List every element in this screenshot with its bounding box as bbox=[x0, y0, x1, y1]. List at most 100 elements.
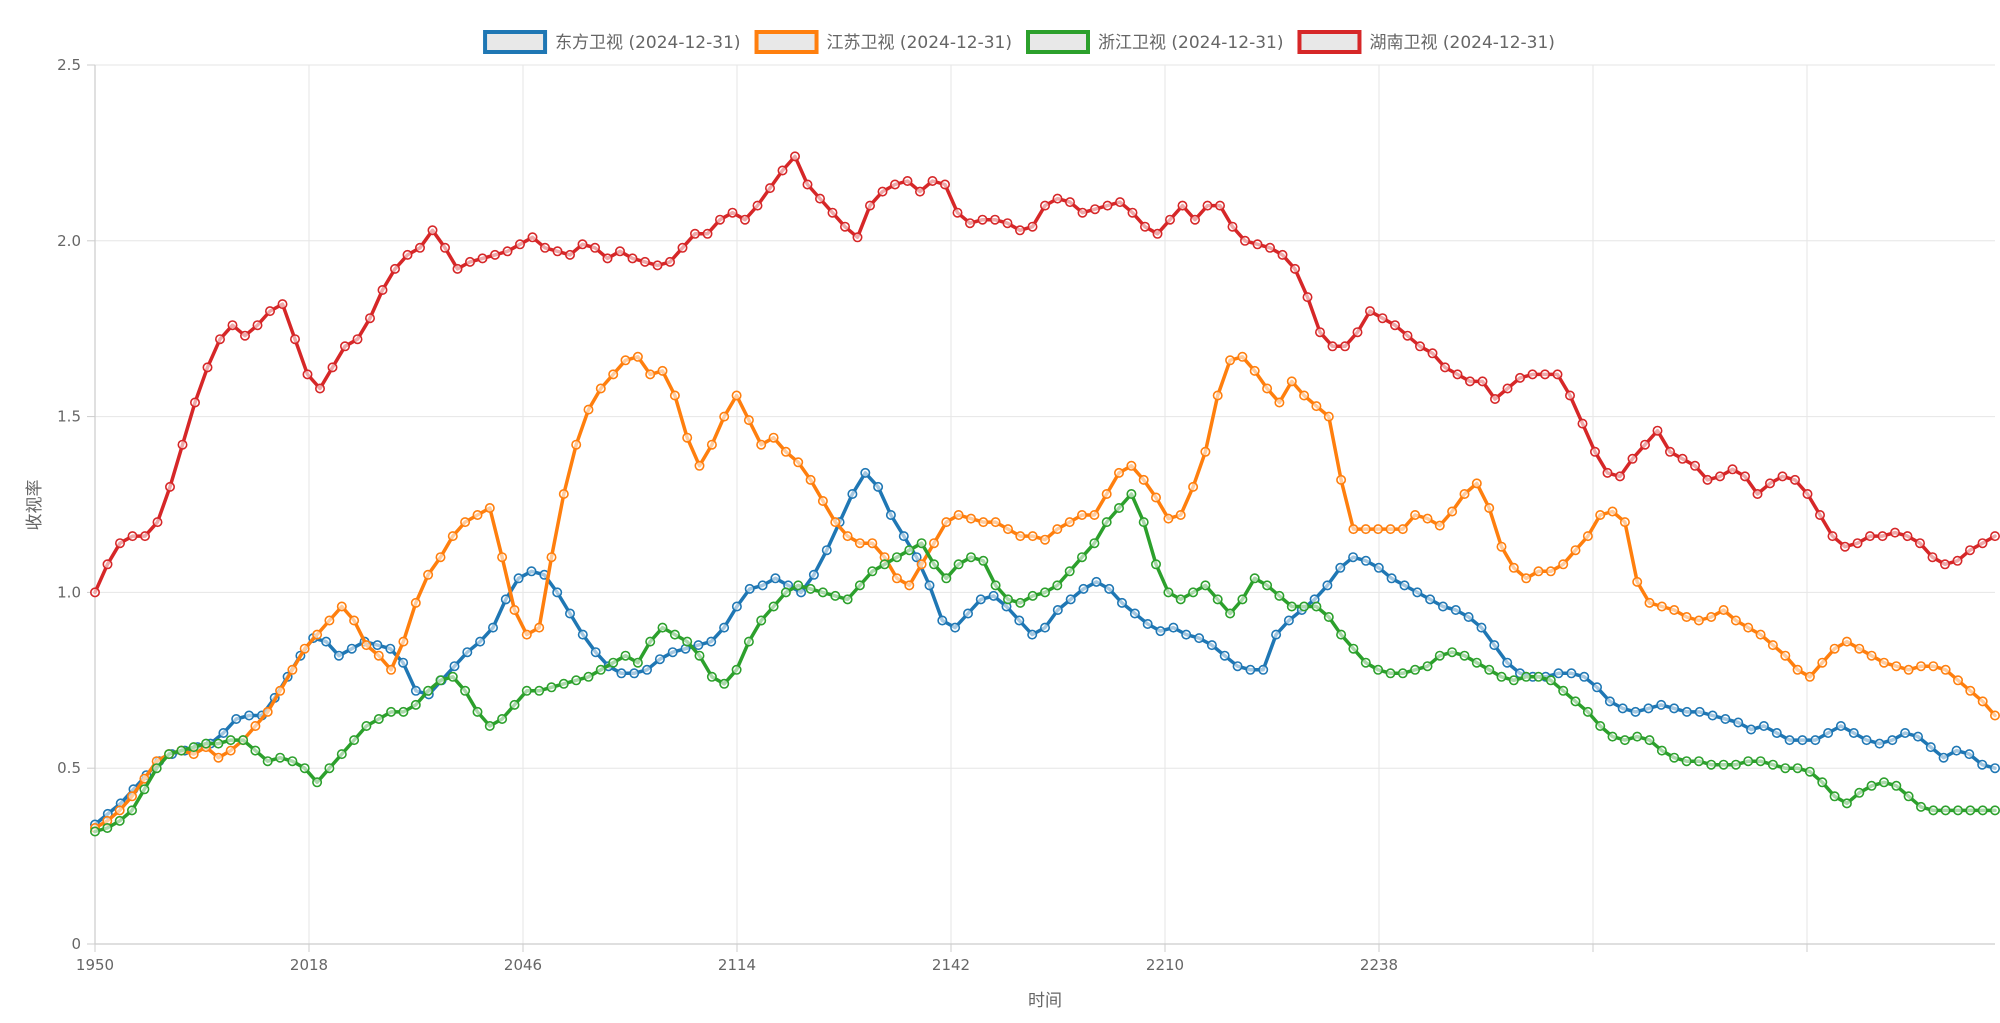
data-point bbox=[1835, 720, 1846, 731]
data-point bbox=[873, 481, 884, 492]
data-point bbox=[1181, 629, 1192, 640]
data-point bbox=[1252, 239, 1263, 250]
data-point bbox=[1718, 759, 1729, 770]
data-point bbox=[1027, 531, 1038, 542]
data-point bbox=[885, 509, 896, 520]
data-point bbox=[410, 699, 421, 710]
data-point bbox=[127, 531, 138, 542]
data-point bbox=[1804, 671, 1815, 682]
legend[interactable]: 东方卫视 (2024-12-31) 江苏卫视 (2024-12-31) 浙江卫视 (… bbox=[483, 30, 1555, 54]
data-point bbox=[336, 601, 347, 612]
data-point bbox=[842, 531, 853, 542]
data-point bbox=[939, 179, 950, 190]
data-point bbox=[275, 752, 286, 763]
data-point bbox=[115, 538, 126, 549]
data-point bbox=[1903, 791, 1914, 802]
y-tick-label: 1.0 bbox=[57, 583, 81, 601]
data-point bbox=[1114, 467, 1125, 478]
data-point bbox=[706, 636, 717, 647]
data-point bbox=[1558, 685, 1569, 696]
data-point bbox=[1508, 562, 1519, 573]
data-point bbox=[484, 720, 495, 731]
data-point bbox=[1434, 650, 1445, 661]
data-point bbox=[989, 214, 1000, 225]
legend-swatch bbox=[483, 30, 548, 54]
data-point bbox=[1348, 524, 1359, 535]
data-point bbox=[1640, 439, 1651, 450]
data-point bbox=[1459, 488, 1470, 499]
data-point bbox=[1681, 611, 1692, 622]
data-point bbox=[764, 183, 775, 194]
y-tick-label: 0.5 bbox=[57, 759, 81, 777]
data-point bbox=[1014, 615, 1025, 626]
data-point bbox=[731, 601, 742, 612]
data-point bbox=[743, 636, 754, 647]
legend-item[interactable]: 江苏卫视 (2024-12-31) bbox=[754, 30, 1012, 54]
legend-item[interactable]: 东方卫视 (2024-12-31) bbox=[483, 30, 741, 54]
data-point bbox=[667, 647, 678, 658]
data-point bbox=[1656, 745, 1667, 756]
data-point bbox=[911, 552, 922, 563]
legend-item[interactable]: 浙江卫视 (2024-12-31) bbox=[1026, 30, 1283, 54]
data-point bbox=[916, 538, 927, 549]
data-point bbox=[1681, 756, 1692, 767]
data-point bbox=[941, 517, 952, 528]
data-point bbox=[1797, 735, 1808, 746]
data-point bbox=[898, 531, 909, 542]
data-point bbox=[1015, 597, 1026, 608]
data-point bbox=[1385, 668, 1396, 679]
data-point bbox=[439, 242, 450, 253]
data-point bbox=[1780, 763, 1791, 774]
data-point bbox=[928, 559, 939, 570]
data-point bbox=[962, 608, 973, 619]
data-point bbox=[1274, 397, 1285, 408]
data-point bbox=[1101, 488, 1112, 499]
data-point bbox=[1927, 552, 1938, 563]
data-point bbox=[953, 509, 964, 520]
data-point bbox=[1827, 531, 1838, 542]
data-point bbox=[927, 176, 938, 187]
data-point bbox=[916, 559, 927, 570]
data-point bbox=[477, 253, 488, 264]
data-point bbox=[1916, 661, 1927, 672]
data-point bbox=[694, 460, 705, 471]
data-point bbox=[1200, 580, 1211, 591]
data-point bbox=[114, 815, 125, 826]
data-point bbox=[817, 587, 828, 598]
data-point bbox=[1951, 745, 1962, 756]
data-point bbox=[1327, 341, 1338, 352]
data-point bbox=[484, 502, 495, 513]
data-point bbox=[398, 706, 409, 717]
data-point bbox=[1627, 453, 1638, 464]
data-point bbox=[521, 685, 532, 696]
data-point bbox=[805, 474, 816, 485]
legend-item[interactable]: 湖南卫视 (2024-12-31) bbox=[1297, 30, 1555, 54]
data-point bbox=[1652, 425, 1663, 436]
data-point bbox=[1101, 517, 1112, 528]
data-point bbox=[652, 260, 663, 271]
x-tick-label: 2238 bbox=[1360, 956, 1398, 974]
data-point bbox=[1758, 720, 1769, 731]
data-point bbox=[602, 253, 613, 264]
data-point bbox=[564, 249, 575, 260]
data-point bbox=[472, 706, 483, 717]
data-point bbox=[1707, 710, 1718, 721]
data-point bbox=[489, 249, 500, 260]
data-point bbox=[1615, 471, 1626, 482]
data-point bbox=[1840, 541, 1851, 552]
data-point bbox=[164, 749, 175, 760]
data-point bbox=[1237, 594, 1248, 605]
data-point bbox=[346, 643, 357, 654]
data-point bbox=[1077, 552, 1088, 563]
data-point bbox=[1348, 643, 1359, 654]
data-point bbox=[693, 640, 704, 651]
data-point bbox=[1746, 724, 1757, 735]
data-point bbox=[1665, 446, 1676, 457]
data-point bbox=[639, 256, 650, 267]
data-point bbox=[114, 805, 125, 816]
data-point bbox=[1928, 661, 1939, 672]
data-point bbox=[552, 246, 563, 257]
data-point bbox=[190, 397, 201, 408]
data-point bbox=[1602, 467, 1613, 478]
data-point bbox=[218, 727, 229, 738]
